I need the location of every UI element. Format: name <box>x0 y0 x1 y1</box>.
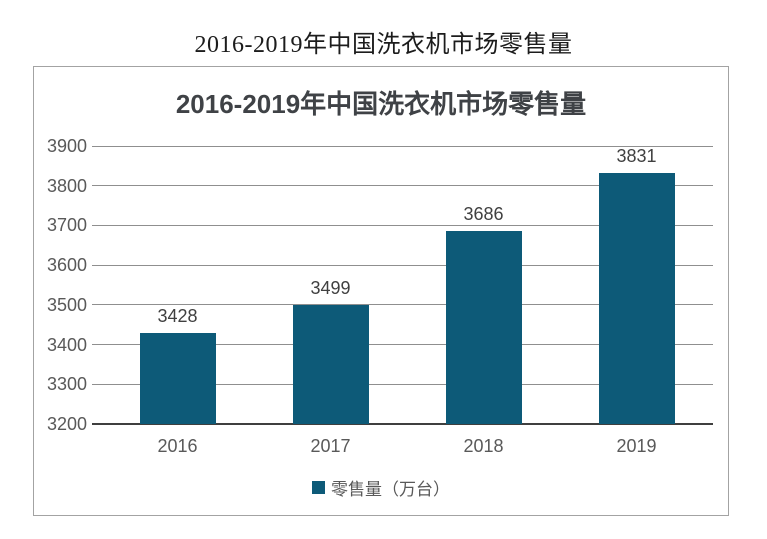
y-tick-label: 3900 <box>46 136 87 156</box>
y-axis-tick <box>92 145 101 147</box>
y-axis-tick <box>92 304 101 306</box>
y-tick-label: 3500 <box>46 294 87 315</box>
gridline <box>101 185 713 187</box>
y-tick-label: 3200 <box>46 414 87 434</box>
y-axis-tick <box>92 185 101 187</box>
legend: 零售量（万台） <box>34 475 728 500</box>
bar-value-label: 3428 <box>157 306 198 327</box>
bar <box>445 230 522 424</box>
y-axis-tick <box>92 344 101 346</box>
chart-title: 2016-2019年中国洗衣机市场零售量 <box>175 89 587 119</box>
gridline <box>101 304 713 306</box>
gridline <box>101 423 713 425</box>
y-axis-tick <box>92 423 101 425</box>
y-tick-label: 3400 <box>46 334 87 355</box>
chart: 2016-2019年中国洗衣机市场零售量 3200 3300 3400 3500 360… <box>33 66 729 516</box>
gridline <box>101 383 713 385</box>
bar-value-label: 3831 <box>616 146 657 167</box>
page-title: 2016-2019年中国洗衣机市场零售量 <box>194 32 573 58</box>
gridline <box>101 145 713 147</box>
gridline <box>101 224 713 226</box>
y-tick-label: 3300 <box>46 374 87 395</box>
y-axis-tick <box>92 264 101 266</box>
y-tick-label: 3800 <box>46 175 87 196</box>
x-tick-label: 2018 <box>463 436 504 456</box>
legend-swatch-icon <box>312 481 325 494</box>
gridline <box>101 344 713 346</box>
x-tick-label: 2019 <box>616 436 657 456</box>
legend-label: 零售量（万台） <box>331 480 450 499</box>
y-axis-tick <box>92 383 101 385</box>
bar-value-label: 3499 <box>310 278 351 299</box>
x-tick-label: 2017 <box>310 436 351 456</box>
bar <box>292 305 369 424</box>
y-tick-label: 3700 <box>46 215 87 236</box>
plot-area: 3200 3300 3400 3500 3600 3700 3800 3900 3428 2016… <box>47 137 713 456</box>
x-tick-label: 2016 <box>157 436 198 456</box>
gridline <box>101 264 713 266</box>
bar <box>139 333 216 424</box>
y-axis-tick <box>92 224 101 226</box>
bar <box>598 173 675 424</box>
bar-value-label: 3686 <box>463 203 504 224</box>
y-tick-label: 3600 <box>46 255 87 276</box>
